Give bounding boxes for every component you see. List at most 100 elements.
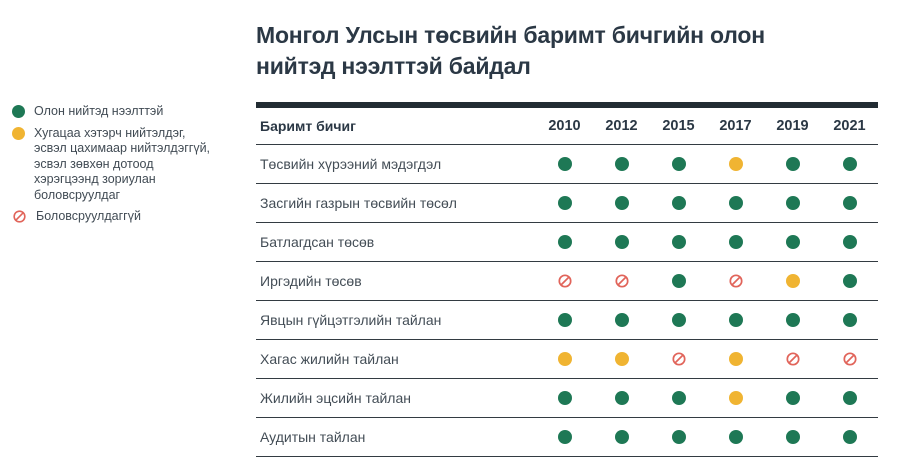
status-cell [707,222,764,262]
status-available-icon [671,195,686,210]
status-available-icon [557,429,572,444]
status-cell [707,417,764,457]
document-label: Батлагдсан төсөв [256,222,536,262]
legend-label: Хугацаа хэтэрч нийтэлдэг, эсвэл цахимаар… [34,125,211,202]
status-cell [821,261,878,301]
status-cell [536,183,593,223]
status-late-icon [728,390,743,405]
status-available-icon [557,195,572,210]
status-cell [764,222,821,262]
status-cell [764,378,821,418]
status-available-icon [12,105,25,118]
status-cell [536,300,593,340]
status-available-icon [557,156,572,171]
status-late-icon [785,273,800,288]
status-cell [650,339,707,379]
status-available-icon [785,429,800,444]
status-available-icon [728,234,743,249]
status-cell [707,378,764,418]
status-not-produced-icon [557,273,573,289]
document-label: Аудитын тайлан [256,417,536,457]
status-cell [650,261,707,301]
status-cell [536,417,593,457]
column-header-year: 2012 [593,105,650,145]
status-cell [821,300,878,340]
column-header-year: 2021 [821,105,878,145]
status-cell [764,183,821,223]
column-header-year: 2015 [650,105,707,145]
table-row: Аудитын тайлан [256,417,878,457]
legend-label: Боловсруулдаггүй [36,209,141,223]
status-cell [764,339,821,379]
status-cell [593,339,650,379]
status-late-icon [12,126,25,140]
status-cell [593,300,650,340]
document-label: Иргэдийн төсөв [256,261,536,301]
status-cell [650,222,707,262]
status-available-icon [614,156,629,171]
status-cell [650,417,707,457]
status-available-icon [671,429,686,444]
status-cell [593,183,650,223]
column-header-year: 2017 [707,105,764,145]
status-cell [650,144,707,184]
status-cell [536,378,593,418]
status-available-icon [614,195,629,210]
status-available-icon [557,390,572,405]
status-cell [536,339,593,379]
status-cell [650,183,707,223]
status-available-icon [728,429,743,444]
status-cell [593,417,650,457]
column-header-year: 2019 [764,105,821,145]
status-late-icon [614,351,629,366]
status-available-icon [842,390,857,405]
status-available-icon [728,195,743,210]
document-label: Явцын гүйцэтгэлийн тайлан [256,300,536,340]
document-label: Жилийн эцсийн тайлан [256,378,536,418]
status-cell [593,261,650,301]
status-available-icon [671,312,686,327]
status-available-icon [842,273,857,288]
legend-label: Олон нийтэд нээлттэй [34,104,164,118]
status-cell [593,144,650,184]
status-cell [707,339,764,379]
status-cell [707,300,764,340]
status-cell [764,261,821,301]
document-label: Төсвийн хүрээний мэдэгдэл [256,144,536,184]
status-available-icon [785,390,800,405]
column-header-year: 2010 [536,105,593,145]
legend-item: Боловсруулдаггүй [12,209,248,225]
status-available-icon [557,312,572,327]
status-cell [593,378,650,418]
status-available-icon [614,312,629,327]
status-available-icon [842,195,857,210]
document-label: Засгийн газрын төсвийн төсөл [256,183,536,223]
table-row: Батлагдсан төсөв [256,222,878,262]
status-cell [764,417,821,457]
status-available-icon [785,234,800,249]
status-available-icon [671,156,686,171]
status-not-produced-icon [728,273,744,289]
status-cell [650,378,707,418]
status-available-icon [614,390,629,405]
status-late-icon [728,156,743,171]
status-cell [821,417,878,457]
status-cell [821,222,878,262]
table-row: Иргэдийн төсөв [256,261,878,301]
status-not-produced-icon [785,351,801,367]
status-late-icon [728,351,743,366]
table-row: Явцын гүйцэтгэлийн тайлан [256,300,878,340]
document-label: Хагас жилийн тайлан [256,339,536,379]
status-available-icon [671,273,686,288]
column-header-documents: Баримт бичиг [256,105,536,145]
status-available-icon [842,234,857,249]
status-not-produced-icon [671,351,687,367]
status-cell [821,183,878,223]
status-available-icon [671,234,686,249]
status-cell [593,222,650,262]
main-content: Монгол Улсын төсвийн баримт бичгийн олон… [256,0,878,457]
status-available-icon [785,195,800,210]
status-available-icon [785,312,800,327]
table-row: Засгийн газрын төсвийн төсөл [256,183,878,223]
legend-item: Олон нийтэд нээлттэй [12,104,248,120]
